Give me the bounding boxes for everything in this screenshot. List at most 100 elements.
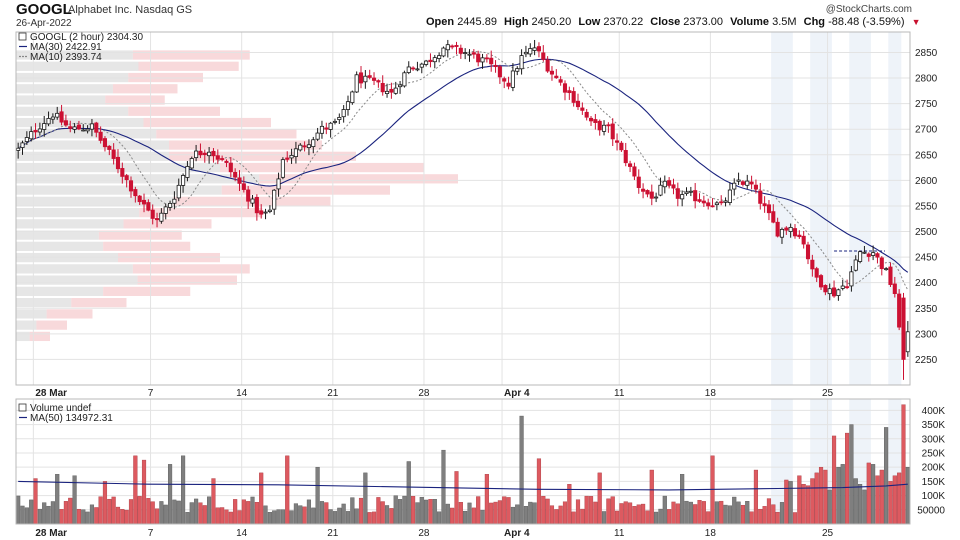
volume-bar-185	[818, 466, 824, 525]
volume-bar-81	[367, 512, 372, 525]
price-tick-label-5: 2500	[915, 227, 938, 238]
candle-body-80	[363, 75, 368, 83]
price-legend-label-0: GOOGL (2 hour) 2304.30	[30, 32, 143, 43]
candle-body-25	[124, 175, 129, 181]
volume-bar-134	[597, 472, 602, 525]
volume-bar-98	[441, 449, 446, 525]
candle-body-178	[788, 227, 793, 232]
volume-bar-191	[845, 432, 850, 525]
volume-profile-down-18	[118, 252, 220, 263]
candle-body-105	[471, 52, 476, 55]
volume-bar-95	[428, 499, 433, 525]
candle-body-150	[667, 180, 672, 186]
volume-profile-down-15	[123, 219, 212, 229]
volume-profile-down-2	[128, 72, 203, 83]
candle-body-90	[406, 66, 411, 73]
candle-body-199	[879, 257, 884, 270]
volume-bar-70	[319, 501, 325, 525]
chart-date: 26-Apr-2022	[16, 18, 72, 29]
candle-body-73	[332, 120, 338, 123]
volume-bar-50	[233, 499, 238, 525]
candle-body-101	[454, 45, 459, 47]
candle-body-179	[792, 228, 798, 237]
volume-bar-119	[532, 502, 537, 525]
volume-profile-up-8	[16, 140, 169, 150]
volume-bar-136	[606, 498, 611, 525]
volume-bar-204	[901, 404, 906, 525]
candle-body-9	[55, 112, 60, 118]
volume-bar-22	[111, 496, 116, 525]
candle-body-136	[606, 124, 611, 127]
candle-body-142	[632, 166, 637, 177]
volume-bar-200	[884, 427, 889, 525]
candle-body-93	[419, 63, 424, 68]
candle-body-205	[905, 331, 910, 353]
candle-body-131	[584, 111, 589, 118]
volume-bar-177	[784, 479, 789, 525]
volume-bar-184	[814, 472, 819, 525]
candle-body-195	[862, 251, 867, 254]
volume-x-tick-label-1: 7	[148, 528, 154, 539]
volume-panel-frame	[15, 398, 911, 525]
candle-body-52	[241, 183, 246, 190]
volume-bar-192	[849, 424, 854, 525]
volume-bar-198	[875, 475, 880, 525]
volume-bar-34	[163, 504, 168, 525]
volume-x-tick-label-2: 14	[236, 528, 248, 539]
candle-body-162	[719, 201, 724, 204]
volume-bar-64	[293, 503, 298, 525]
candle-body-31	[150, 209, 155, 219]
candle-body-128	[571, 91, 576, 103]
volume-bar-29	[141, 459, 147, 525]
volume-profile-up-13	[16, 196, 174, 206]
price-x-tick-label-0: 28 Mar	[35, 388, 67, 399]
candle-body-35	[168, 203, 173, 208]
volume-profile-up-25	[16, 331, 30, 342]
volume-bar-199	[879, 469, 884, 525]
volume-bar-52	[241, 499, 246, 525]
volume-bar-96	[432, 499, 437, 525]
volume-bar-172	[762, 506, 767, 525]
candle-body-170	[753, 184, 758, 190]
volume-bar-202	[892, 475, 897, 525]
volume-bar-143	[636, 504, 641, 525]
candle-body-14	[76, 124, 81, 130]
candle-body-18	[94, 122, 99, 133]
volume-bar-38	[181, 455, 186, 525]
candle-body-104	[467, 53, 472, 56]
candle-body-191	[845, 286, 850, 289]
volume-bar-173	[766, 498, 772, 525]
candle-body-177	[784, 227, 789, 231]
candle-body-76	[345, 101, 351, 110]
volume-bar-1	[20, 505, 25, 525]
price-tick-label-1: 2300	[915, 329, 938, 340]
volume-profile-down-0	[132, 50, 250, 60]
volume-bar-48	[224, 509, 229, 525]
volume-bar-82	[371, 511, 377, 525]
low-label: Low	[578, 16, 601, 28]
volume-profile-down-25	[29, 331, 50, 342]
volume-bar-135	[601, 511, 607, 525]
candle-body-192	[849, 271, 854, 287]
volume-profile-down-20	[137, 275, 237, 285]
candle-body-143	[636, 176, 641, 188]
candle-body-138	[615, 140, 620, 143]
volume-profile-up-20	[16, 275, 138, 285]
volume-bar-144	[641, 503, 646, 525]
volume-bar-141	[628, 502, 633, 525]
volume-profile-down-17	[103, 241, 191, 251]
candle-body-193	[853, 259, 858, 271]
volume-bar-47	[220, 507, 225, 525]
candle-body-26	[128, 180, 134, 192]
candle-body-167	[740, 181, 745, 185]
volume-bar-58	[267, 512, 272, 525]
volume-profile-up-14	[16, 207, 140, 218]
volume-bar-74	[337, 507, 342, 525]
volume-bar-65	[298, 505, 303, 525]
candle-body-161	[714, 202, 719, 206]
volume-bar-10	[59, 509, 64, 525]
volume-profile-up-17	[16, 241, 104, 251]
volume-bar-66	[302, 506, 307, 525]
volume-bar-26	[128, 499, 134, 525]
candle-body-174	[771, 211, 776, 223]
